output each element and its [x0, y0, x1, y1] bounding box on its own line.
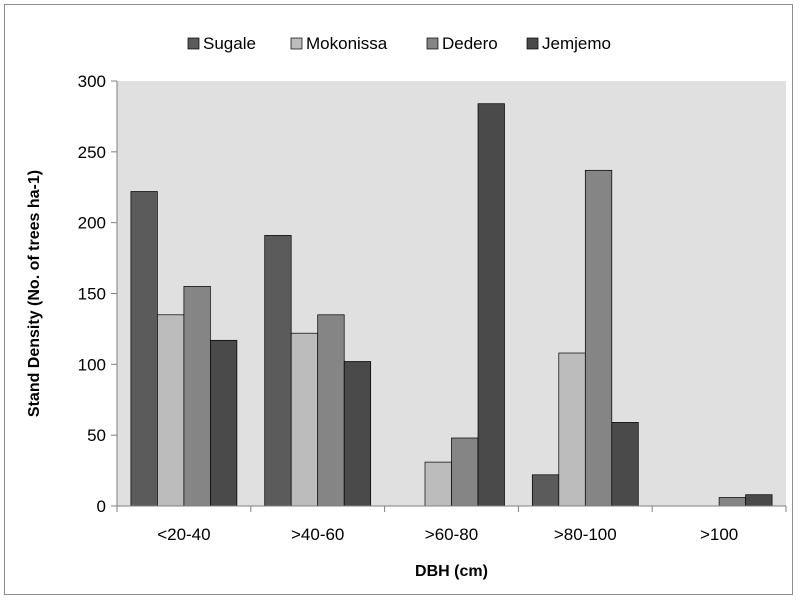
- bar-dedero-2: [451, 437, 479, 507]
- y-axis-label: Stand Density (No. of trees ha-1): [26, 170, 43, 417]
- x-tick-label: <20-40: [157, 525, 210, 544]
- bar-dedero-3: [584, 169, 613, 507]
- bar-jemjemo-2: [477, 103, 505, 507]
- bar-dedero-0: [183, 286, 211, 507]
- bar-mokonissa-2: [424, 461, 452, 507]
- y-tick-label: 50: [87, 426, 106, 445]
- bar-sugale-1: [264, 235, 292, 507]
- y-tick-label: 300: [78, 72, 106, 91]
- legend-label-mokonissa: Mokonissa: [306, 34, 388, 53]
- legend-label-sugale: Sugale: [203, 34, 256, 53]
- y-tick-label: 250: [78, 143, 106, 162]
- bar-jemjemo-3: [611, 422, 639, 507]
- x-tick-label: >60-80: [425, 525, 478, 544]
- legend-label-jemjemo: Jemjemo: [542, 34, 611, 53]
- bar-mokonissa-3: [558, 352, 586, 507]
- bars: [130, 103, 773, 507]
- bar-jemjemo-4: [745, 494, 773, 507]
- bar-dedero-1: [317, 314, 345, 507]
- x-tick-label: >100: [700, 525, 738, 544]
- bar-sugale-0: [130, 191, 158, 507]
- bar-mokonissa-0: [157, 314, 185, 507]
- legend-swatch-dedero: [426, 37, 439, 50]
- y-axis-ticks: 0 50 100 150 200 250 300: [78, 72, 117, 516]
- bar-jemjemo-1: [343, 361, 372, 507]
- bar-mokonissa-1: [290, 332, 319, 507]
- bar-jemjemo-0: [210, 339, 238, 507]
- y-tick-label: 100: [78, 355, 106, 374]
- legend-swatch-jemjemo: [526, 37, 539, 50]
- legend: Sugale Mokonissa Dedero Jemjemo: [187, 34, 611, 53]
- legend-label-dedero: Dedero: [442, 34, 498, 53]
- legend-swatch-mokonissa: [290, 37, 303, 50]
- bar-dedero-4: [718, 497, 746, 507]
- y-tick-label: 0: [97, 497, 106, 516]
- bar-sugale-3: [531, 474, 560, 507]
- x-tick-label: >40-60: [291, 525, 344, 544]
- y-tick-label: 150: [78, 285, 106, 304]
- legend-swatch-sugale: [187, 37, 200, 50]
- x-tick-label: >80-100: [554, 525, 617, 544]
- x-axis-label: DBH (cm): [415, 563, 488, 580]
- x-axis-ticks: <20-40 >40-60 >60-80 >80-100 >100: [116, 506, 787, 544]
- y-tick-label: 200: [78, 214, 106, 233]
